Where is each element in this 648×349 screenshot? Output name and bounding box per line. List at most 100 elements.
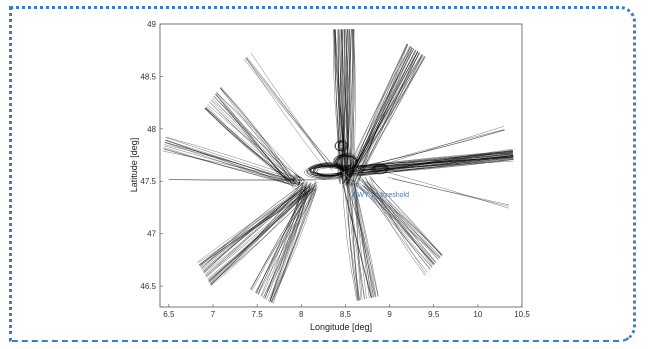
track-line [272, 181, 316, 304]
figure-frame [9, 6, 636, 342]
track-line [269, 182, 304, 302]
track-line [353, 179, 377, 297]
track-line [354, 183, 379, 297]
track-line [359, 151, 513, 166]
holding-loop [374, 164, 389, 171]
track-line [264, 187, 311, 299]
track-line [255, 187, 314, 293]
track-line [356, 182, 361, 301]
track-line [352, 156, 514, 176]
track-line [200, 181, 309, 269]
track-line [264, 182, 304, 299]
x-tick-label: 8.5 [340, 310, 352, 319]
track-line [165, 139, 291, 182]
annotation-leader-line [340, 170, 367, 195]
track-line [201, 186, 306, 270]
track-line [346, 177, 360, 301]
track-line [383, 171, 509, 209]
track-line [165, 140, 285, 183]
track-line [209, 186, 308, 283]
y-tick-label: 46.5 [140, 282, 156, 291]
track-line [347, 184, 358, 301]
track-bundle-southwest [197, 181, 318, 286]
track-line [387, 177, 510, 207]
track-line [346, 129, 505, 173]
track-bundle-north [332, 29, 356, 187]
track-line [260, 183, 307, 297]
holding-loop [335, 155, 358, 168]
track-line [353, 178, 370, 299]
track-line [355, 180, 432, 268]
x-tick-label: 9.5 [428, 310, 440, 319]
track-line [343, 46, 412, 177]
track-line [168, 179, 317, 181]
track-line [358, 177, 435, 265]
track-line [352, 29, 356, 179]
track-line [347, 129, 505, 170]
holding-loop [338, 141, 348, 152]
holding-loop [292, 174, 301, 187]
track-line [264, 188, 316, 299]
track-line [351, 182, 359, 301]
track-line [358, 159, 514, 173]
track-line [363, 184, 428, 273]
holding-loop [293, 177, 305, 185]
x-tick-label: 10.5 [514, 310, 530, 319]
y-tick-label: 49 [147, 20, 156, 29]
track-line [219, 87, 291, 180]
track-line [342, 29, 344, 178]
track-line [391, 178, 510, 206]
annotation-label: RWY 14 threshold [352, 192, 409, 199]
track-line [344, 29, 350, 184]
holding-loop [313, 165, 345, 176]
track-line [163, 150, 300, 181]
track-line [215, 94, 301, 185]
track-line [270, 187, 318, 303]
annotation-layer: RWY 14 threshold [340, 170, 409, 199]
track-line [347, 151, 513, 175]
track-line [263, 183, 313, 298]
track-line [207, 104, 300, 177]
x-axis-label: Longitude [deg] [310, 322, 372, 332]
holding-loop [289, 174, 301, 185]
y-axis-label: Latitude [deg] [129, 138, 139, 193]
holding-loop [291, 175, 303, 184]
track-line [355, 184, 440, 259]
track-line [345, 29, 348, 185]
track-bundle-west [163, 136, 300, 186]
track-line [249, 187, 315, 290]
track-line [256, 184, 310, 294]
track-line [365, 181, 439, 260]
track-line [246, 56, 333, 171]
track-line [208, 181, 317, 282]
track-line [368, 181, 443, 256]
track-line [206, 182, 304, 278]
track-line [205, 186, 304, 277]
track-bundle-far-northwest [243, 52, 335, 171]
holding-loop [304, 165, 348, 180]
track-line [335, 29, 348, 183]
track-line [350, 126, 504, 176]
track-line [243, 59, 335, 168]
track-line [347, 182, 365, 300]
track-line [350, 158, 514, 172]
track-line [245, 57, 326, 170]
track-line [208, 188, 307, 281]
track-line [205, 190, 307, 276]
x-tick-label: 8 [299, 310, 304, 319]
track-line [362, 185, 435, 265]
track-line [164, 142, 294, 186]
track-line [213, 96, 290, 178]
track-line [351, 179, 375, 298]
track-line [355, 154, 514, 172]
track-line [198, 186, 310, 266]
holding-loop [314, 162, 344, 176]
track-line [216, 92, 300, 185]
track-line [332, 29, 343, 183]
track-line [347, 182, 373, 298]
track-line [261, 189, 306, 297]
x-ticks: 6.5 7 7.5 8 8.5 9 9.5 10 10.5 [163, 304, 530, 319]
track-line [364, 183, 443, 255]
track-line [250, 189, 309, 290]
